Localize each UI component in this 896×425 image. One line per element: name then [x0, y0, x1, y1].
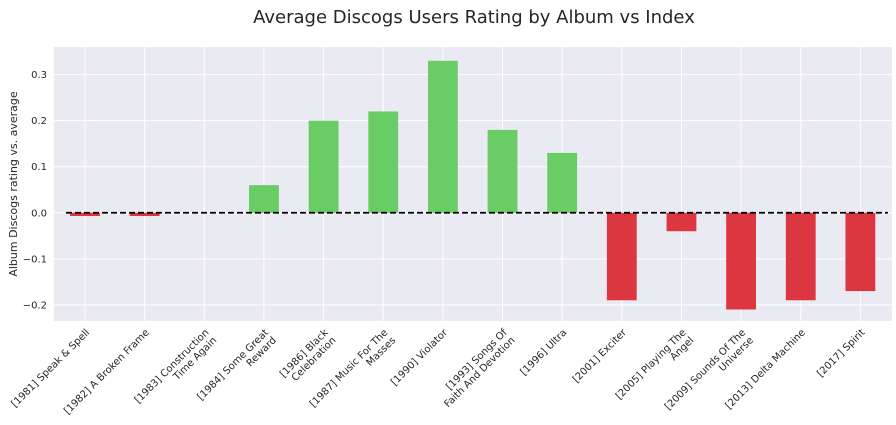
bar — [129, 212, 160, 217]
bar — [845, 212, 876, 292]
bar — [487, 129, 518, 213]
y-tick-label: 0.3 — [31, 70, 47, 81]
y-tick-label: 0.1 — [31, 162, 47, 173]
y-tick-label: −0.2 — [23, 300, 47, 311]
x-tick-label: [2001] Exciter — [571, 327, 630, 386]
bar — [726, 212, 757, 310]
x-tick-label: [1996] Ultra — [519, 327, 570, 378]
bar — [70, 212, 100, 217]
bar — [368, 111, 399, 213]
y-tick-labels: −0.2 −0.1 0.0 0.1 0.2 0.3 — [23, 70, 47, 311]
x-tick-labels: [1981] Speak & Spell[1982] A Broken Fram… — [10, 327, 868, 417]
bar — [606, 212, 637, 301]
x-tick-label: [1986] BlackCelebration — [278, 327, 339, 388]
y-tick-label: 0.2 — [31, 116, 47, 127]
y-tick-label: 0.0 — [31, 208, 47, 219]
y-axis-label: Album Discogs rating vs. average — [7, 91, 20, 277]
bar — [785, 212, 816, 301]
bar — [547, 152, 578, 213]
bar — [249, 185, 279, 213]
x-tick-label: [1993] Songs OfFaith And Devotion — [435, 327, 518, 410]
x-tick-label: [1990] Violator — [389, 327, 450, 388]
bar — [308, 120, 339, 213]
bar — [666, 212, 697, 232]
chart-title: Average Discogs Users Rating by Album vs… — [253, 7, 695, 28]
y-tick-label: −0.1 — [23, 254, 47, 265]
bar — [427, 60, 458, 213]
plot-area — [54, 47, 892, 321]
x-tick-label: [2017] Spirit — [815, 327, 867, 379]
bar-layer — [70, 60, 876, 310]
